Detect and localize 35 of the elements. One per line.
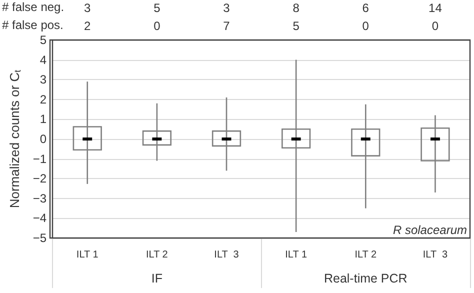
text: 7 [223,19,230,33]
text: # false neg. [2,0,64,14]
text: 5 [292,19,300,33]
text: IF [151,272,163,286]
text: 3 [223,1,230,15]
x-tick-label: ILT 1 [76,250,99,260]
text: 2 [84,19,92,33]
x-tick-label: ILT 3 [422,250,448,260]
text: 5 [154,1,161,15]
y-tick-label: 0 [40,132,47,146]
text: 14 [428,1,442,15]
y-tick-label: −5 [32,231,47,245]
y-tick-label: 4 [40,52,47,67]
text: 0 [154,19,161,33]
text: 3 [84,1,92,15]
y-tick-label: 3 [40,72,47,87]
x-tick-label: ILT 2 [354,250,378,260]
y-tick-label: −2 [32,172,47,186]
y-tick-label: 5 [40,33,47,47]
annotation: R solacearum [392,223,467,237]
y-tick-label: 2 [40,92,47,106]
x-tick-label: ILT 3 [214,250,240,260]
y-axis-title: Normalized counts or Ct [7,69,22,208]
text: Real-time PCR [324,272,408,286]
y-tick-label: −1 [32,152,47,166]
y-tick-label: −4 [32,211,47,226]
text: # false pos. [2,18,64,32]
text: 0 [362,19,370,33]
text: 0 [432,19,439,33]
text: 8 [292,1,300,15]
y-tick-label: 1 [40,112,47,126]
y-tick-label: −3 [32,191,47,206]
x-tick-label: ILT 2 [146,250,168,260]
x-tick-label: ILT 1 [285,250,308,260]
text: 6 [362,1,370,15]
